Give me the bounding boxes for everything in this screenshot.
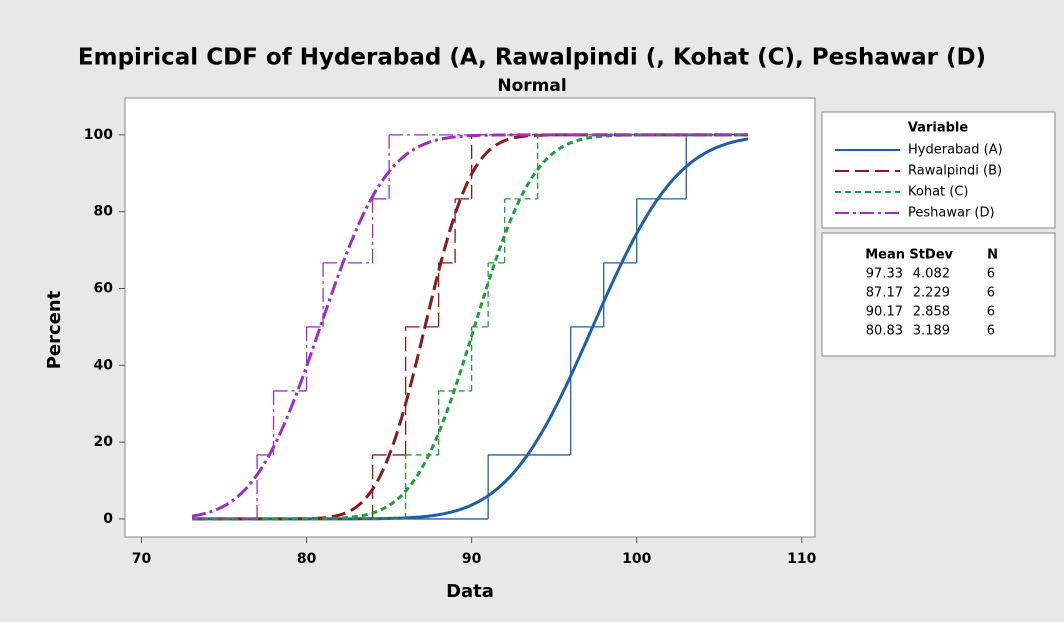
stat-mean: 97.33 [866,267,903,282]
legend-label: Hyderabad (A) [908,143,1003,158]
chart-title: Empirical CDF of Hyderabad (A, Rawalpind… [78,45,986,71]
stat-n: 6 [987,324,995,339]
stat-stdev: 2.229 [913,286,950,301]
stat-mean: 80.83 [866,324,903,339]
y-tick-label: 100 [84,127,113,143]
stat-n: 6 [987,267,995,282]
stat-n: 6 [987,286,995,301]
legend-title: Variable [908,121,969,136]
stat-mean: 87.17 [866,286,903,301]
y-tick-label: 20 [94,434,114,450]
stat-n: 6 [987,305,995,320]
legend-label: Peshawar (D) [908,206,995,221]
y-tick-label: 40 [94,357,114,373]
x-tick-label: 110 [787,551,816,567]
y-axis-label: Percent [44,290,65,369]
plot-area [124,97,816,538]
y-tick-label: 0 [103,511,113,527]
legend-label: Rawalpindi (B) [908,164,1002,179]
stat-stdev: 3.189 [913,324,950,339]
x-axis-label: Data [446,581,494,602]
stats-header: StDev [909,248,953,263]
stats-header: Mean [865,248,905,263]
stats-box [821,232,1056,357]
legend-label: Kohat (C) [908,185,969,200]
x-tick-label: 80 [297,551,317,567]
x-tick-label: 100 [622,551,651,567]
x-tick-label: 90 [462,551,482,567]
stat-mean: 90.17 [866,305,903,320]
stat-stdev: 2.858 [913,305,950,320]
chart-subtitle: Normal [497,76,566,96]
stats-header: N [987,248,998,263]
stat-stdev: 4.082 [913,267,950,282]
fit-curve [191,133,748,518]
y-tick-label: 60 [94,281,114,297]
y-tick-label: 80 [94,204,114,220]
x-tick-label: 70 [132,551,152,567]
